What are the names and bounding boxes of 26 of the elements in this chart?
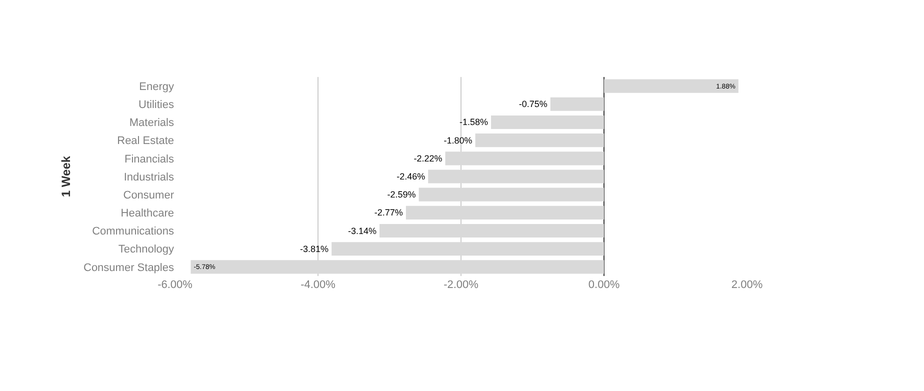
- y-tick-label: Consumer Staples: [84, 262, 174, 274]
- y-tick-label: Technology: [118, 244, 174, 256]
- x-tick-label: 2.00%: [731, 279, 763, 291]
- data-label: -1.58%: [460, 117, 488, 128]
- y-tick-label: Financials: [124, 153, 174, 166]
- y-tick-label: Healthcare: [120, 208, 174, 220]
- x-tick-label: 0.00%: [588, 279, 620, 291]
- y-tick-label: Energy: [139, 80, 174, 93]
- y-tick-label: Consumer: [123, 189, 174, 202]
- y-tick-label: Real Estate: [117, 135, 174, 148]
- y-tick-label: Industrials: [124, 171, 174, 184]
- data-label: -0.75%: [518, 99, 548, 110]
- x-tick-label: -6.00%: [158, 279, 193, 291]
- data-label: -2.46%: [396, 172, 426, 182]
- y-tick-label: Communications: [92, 226, 174, 238]
- data-label: -3.14%: [348, 226, 376, 236]
- data-label: -3.81%: [300, 244, 329, 254]
- y-tick-label: Utilities: [138, 98, 174, 111]
- y-tick-label: Materials: [129, 117, 174, 130]
- data-label: -1.80%: [444, 135, 472, 146]
- data-label: -2.59%: [387, 190, 416, 200]
- y-axis-title: 1 Week: [58, 156, 73, 198]
- data-label: -2.77%: [374, 208, 403, 218]
- data-label: -2.22%: [414, 153, 442, 164]
- x-tick-label: -2.00%: [444, 279, 479, 291]
- x-tick-label: -4.00%: [300, 279, 336, 291]
